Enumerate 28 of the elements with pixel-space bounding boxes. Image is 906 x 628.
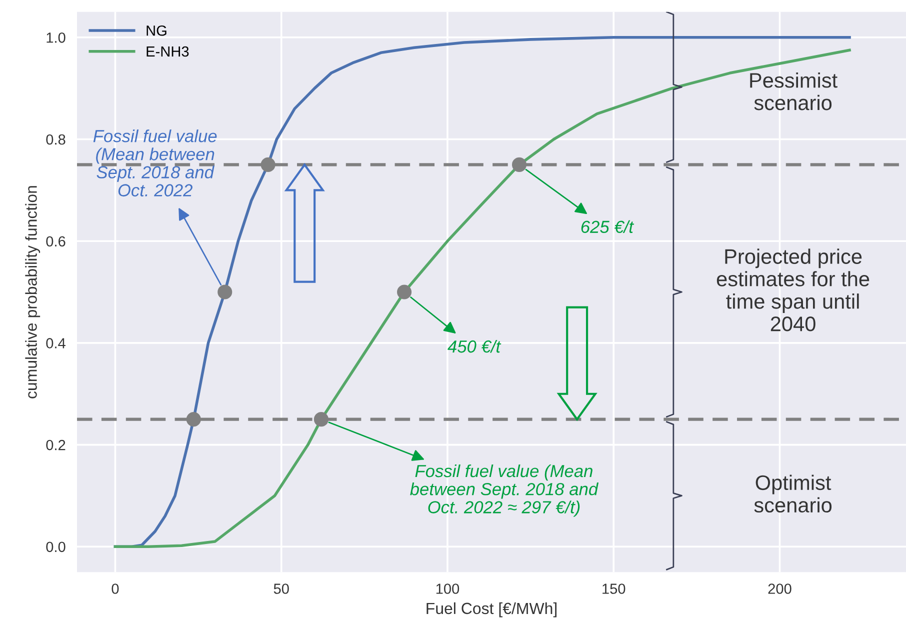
- y-tick-label: 0.6: [46, 236, 66, 247]
- x-tick-label: 0: [112, 584, 119, 594]
- y-tick-label: 0.2: [46, 440, 66, 450]
- x-tick-label: 150: [602, 584, 626, 594]
- point: [314, 412, 329, 427]
- legend-label: NG: [146, 25, 166, 36]
- y-tick-label: 0.4: [46, 338, 66, 348]
- point: [512, 157, 527, 172]
- x-tick-label: 50: [274, 584, 289, 594]
- point: [397, 284, 412, 300]
- y-axis-title: cumulative probability function: [25, 186, 40, 398]
- annotation: Fossil fuel value (Mean between Sept. 2018 and Oct. 2022: [93, 130, 217, 196]
- point: [260, 157, 276, 172]
- annotation: 450 €/t: [448, 340, 502, 353]
- annotation: Projected price estimates for the time span until 2040: [716, 248, 870, 332]
- annotation: 625 €/t: [581, 220, 634, 234]
- annotation: Fossil fuel value (Mean between Sept. 2018 and Oct. 2022 ≈ 297 €/t): [410, 464, 599, 517]
- x-tick-label: 100: [436, 584, 460, 594]
- y-tick-label: 0.8: [46, 134, 66, 145]
- legend-label: E-NH3: [146, 46, 189, 57]
- y-tick-label: 1.0: [46, 32, 66, 43]
- point: [186, 412, 201, 427]
- x-tick-label: 200: [768, 584, 792, 594]
- point: [218, 284, 232, 300]
- annotation: Pessimist scenario: [750, 72, 838, 110]
- annotation: Optimist scenario: [754, 474, 832, 513]
- y-tick-label: 0.0: [46, 542, 66, 552]
- x-axis-title: Fuel Cost [€/MWh]: [426, 602, 556, 618]
